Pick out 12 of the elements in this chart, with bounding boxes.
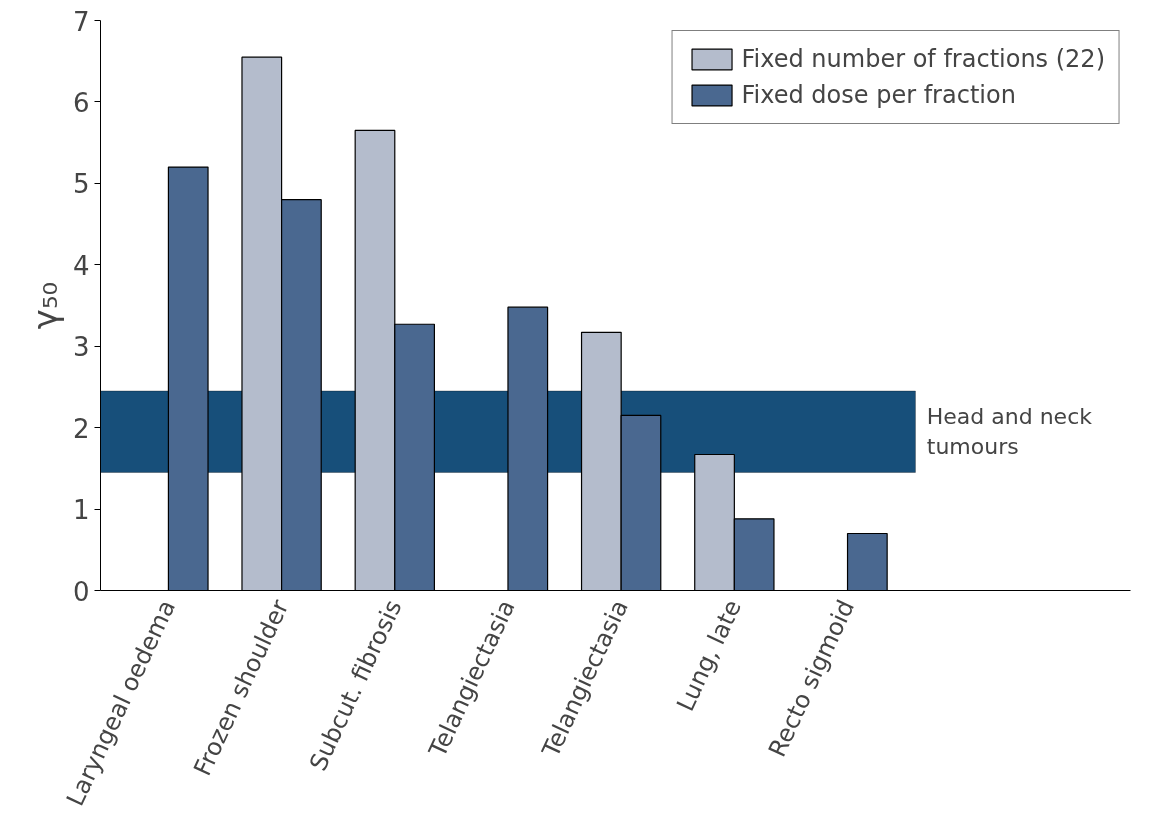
- y-tick-label: 3: [72, 332, 90, 363]
- legend-label: Fixed dose per fraction: [741, 81, 1016, 109]
- y-tick-label: 7: [72, 6, 90, 37]
- y-tick-label: 5: [72, 169, 90, 200]
- y-tick-label: 4: [72, 250, 90, 281]
- y-tick-label: 0: [72, 576, 90, 607]
- band-label: Head and neck tumours: [926, 404, 1093, 460]
- legend-label: Fixed number of fractions (22): [741, 45, 1105, 73]
- y-tick-label: 1: [72, 495, 90, 526]
- y-axis-title: γ₅₀: [24, 281, 65, 330]
- y-tick-label: 6: [72, 87, 90, 118]
- y-tick-label: 2: [72, 413, 90, 444]
